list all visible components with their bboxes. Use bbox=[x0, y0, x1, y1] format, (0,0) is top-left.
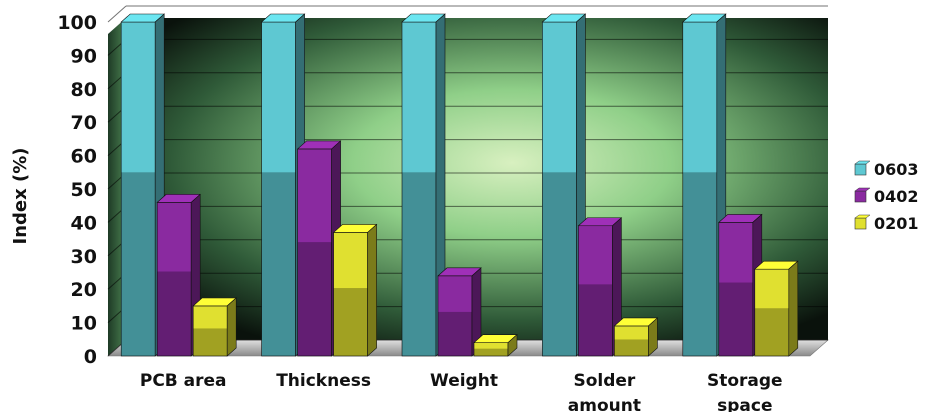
legend-swatch-0201 bbox=[854, 217, 867, 230]
bar-0201-0 bbox=[192, 305, 228, 357]
bar-shade bbox=[682, 172, 717, 356]
bar-0402-0 bbox=[156, 202, 192, 357]
bar-0603-0 bbox=[120, 21, 156, 357]
bar-shade bbox=[438, 311, 472, 356]
bar-0402-2 bbox=[437, 275, 473, 357]
bar-shade bbox=[121, 172, 156, 356]
x-tick-label: PCB area bbox=[140, 371, 227, 391]
bar-0402-4 bbox=[718, 222, 754, 357]
bar-0201-4 bbox=[754, 268, 790, 357]
bar-shade bbox=[333, 288, 368, 356]
legend-label-0603: 0603 bbox=[874, 160, 919, 179]
bar-shade bbox=[297, 242, 332, 356]
bar-shade bbox=[157, 271, 192, 356]
bars bbox=[120, 13, 799, 357]
bar-0201-1 bbox=[333, 232, 368, 357]
bar-shade bbox=[474, 348, 508, 356]
bar-0402-3 bbox=[578, 225, 613, 357]
y-tick-label: 20 bbox=[71, 279, 97, 301]
x-tick-label: Storage space bbox=[707, 371, 783, 412]
bar-side bbox=[507, 333, 518, 357]
bar-shade bbox=[754, 308, 789, 356]
y-tick-label: 90 bbox=[71, 45, 97, 67]
bar-0603-2 bbox=[401, 21, 437, 357]
y-tick-label: 40 bbox=[71, 212, 97, 234]
legend-swatch-top bbox=[854, 160, 871, 165]
bar-shade bbox=[578, 284, 613, 356]
bar-0201-3 bbox=[614, 325, 649, 357]
bar-shade bbox=[614, 339, 649, 356]
y-axis: 0 10 20 30 40 50 60 70 80 90 100 bbox=[57, 12, 97, 368]
legend-swatch-top bbox=[854, 214, 871, 219]
legend-swatch-0402 bbox=[854, 190, 867, 203]
bar-shade bbox=[718, 282, 753, 356]
x-tick-label: Solder amount bbox=[568, 371, 641, 412]
bar-0603-4 bbox=[682, 21, 718, 357]
bar-side bbox=[226, 297, 237, 357]
bar-shade bbox=[193, 328, 228, 356]
legend-label-0402: 0402 bbox=[874, 187, 919, 206]
y-tick-label: 10 bbox=[71, 313, 97, 335]
y-tick-label: 50 bbox=[71, 179, 97, 201]
y-tick-label: 60 bbox=[71, 146, 97, 168]
x-tick-label: Thickness bbox=[276, 371, 371, 391]
bar-shade bbox=[402, 172, 436, 356]
bar-side bbox=[367, 223, 377, 357]
gridline-side bbox=[107, 5, 127, 23]
legend: 0603 0402 0201 bbox=[854, 160, 919, 233]
x-axis: PCB area Thickness Weight Solder amount Stora… bbox=[140, 371, 783, 412]
bar-side bbox=[788, 260, 799, 357]
legend-swatch-0603 bbox=[854, 163, 867, 176]
y-tick-label: 80 bbox=[71, 79, 97, 101]
y-tick-label: 0 bbox=[84, 346, 97, 368]
y-tick-label: 100 bbox=[57, 12, 97, 34]
legend-swatch-top bbox=[854, 187, 871, 192]
bar-shade bbox=[542, 172, 577, 356]
legend-label-0201: 0201 bbox=[874, 214, 919, 233]
y-tick-label: 70 bbox=[71, 112, 97, 134]
y-tick-label: 30 bbox=[71, 246, 97, 268]
y-axis-label: Index (%) bbox=[10, 148, 31, 245]
x-tick-label: Weight bbox=[430, 371, 498, 391]
bar-side bbox=[648, 317, 658, 357]
bar-shade bbox=[261, 172, 296, 356]
